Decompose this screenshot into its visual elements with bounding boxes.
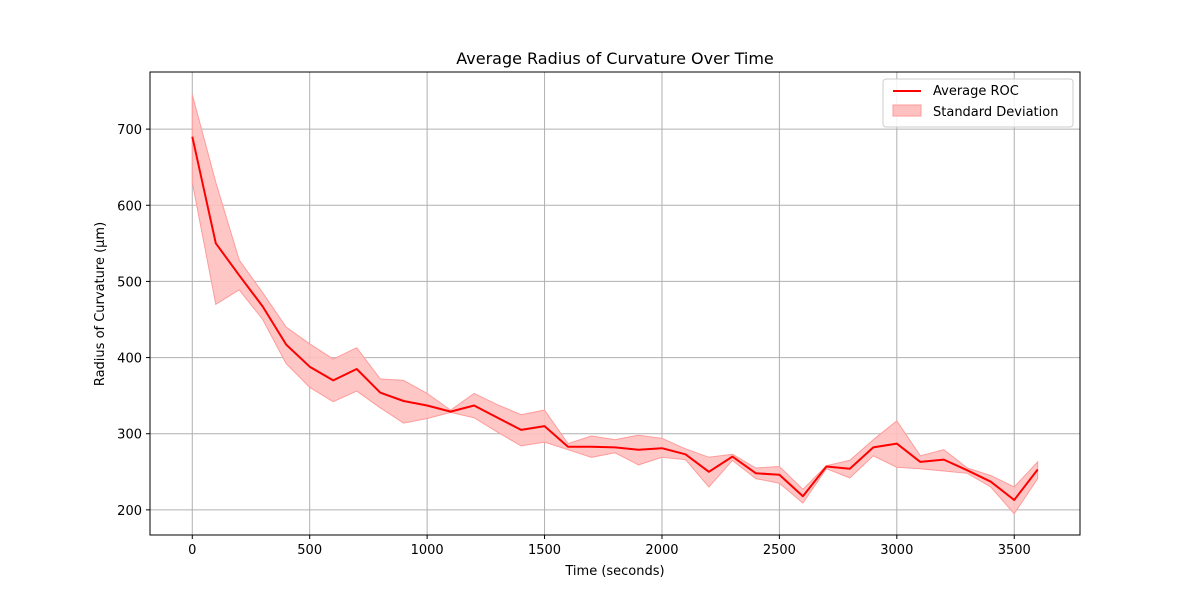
y-axis-label: Radius of Curvature (µm) [93,222,108,386]
y-tick-label: 300 [117,428,142,443]
std-deviation-band [191,94,1039,515]
x-tick-label: 3000 [880,543,913,558]
x-tick-label: 1000 [411,543,444,558]
y-tick-label: 500 [117,275,142,290]
y-ticks: 200 300 400 500 600 700 [117,123,150,519]
y-tick-label: 700 [117,123,142,138]
x-ticks: 0 500 1000 1500 2000 2500 3000 3500 [188,535,1031,558]
std-band-layer [191,94,1039,515]
x-tick-label: 0 [188,543,196,558]
legend: Average ROC Standard Deviation [882,78,1074,128]
legend-label-standard-deviation: Standard Deviation [933,105,1058,120]
x-axis-label: Time (seconds) [564,564,664,579]
legend-label-average-roc: Average ROC [933,84,1019,99]
y-tick-label: 400 [117,352,142,367]
legend-band-swatch [892,104,922,117]
y-tick-label: 600 [117,199,142,214]
roc-line-layer [191,136,1039,501]
x-tick-label: 3500 [998,543,1031,558]
chart-title: Average Radius of Curvature Over Time [456,49,774,68]
x-tick-label: 2000 [645,543,678,558]
x-tick-label: 500 [297,543,322,558]
y-tick-label: 200 [117,504,142,519]
x-tick-label: 1500 [528,543,561,558]
average-roc-line [191,136,1039,501]
legend-box [882,78,1074,128]
plot-frame [149,71,1081,536]
x-tick-label: 2500 [763,543,796,558]
